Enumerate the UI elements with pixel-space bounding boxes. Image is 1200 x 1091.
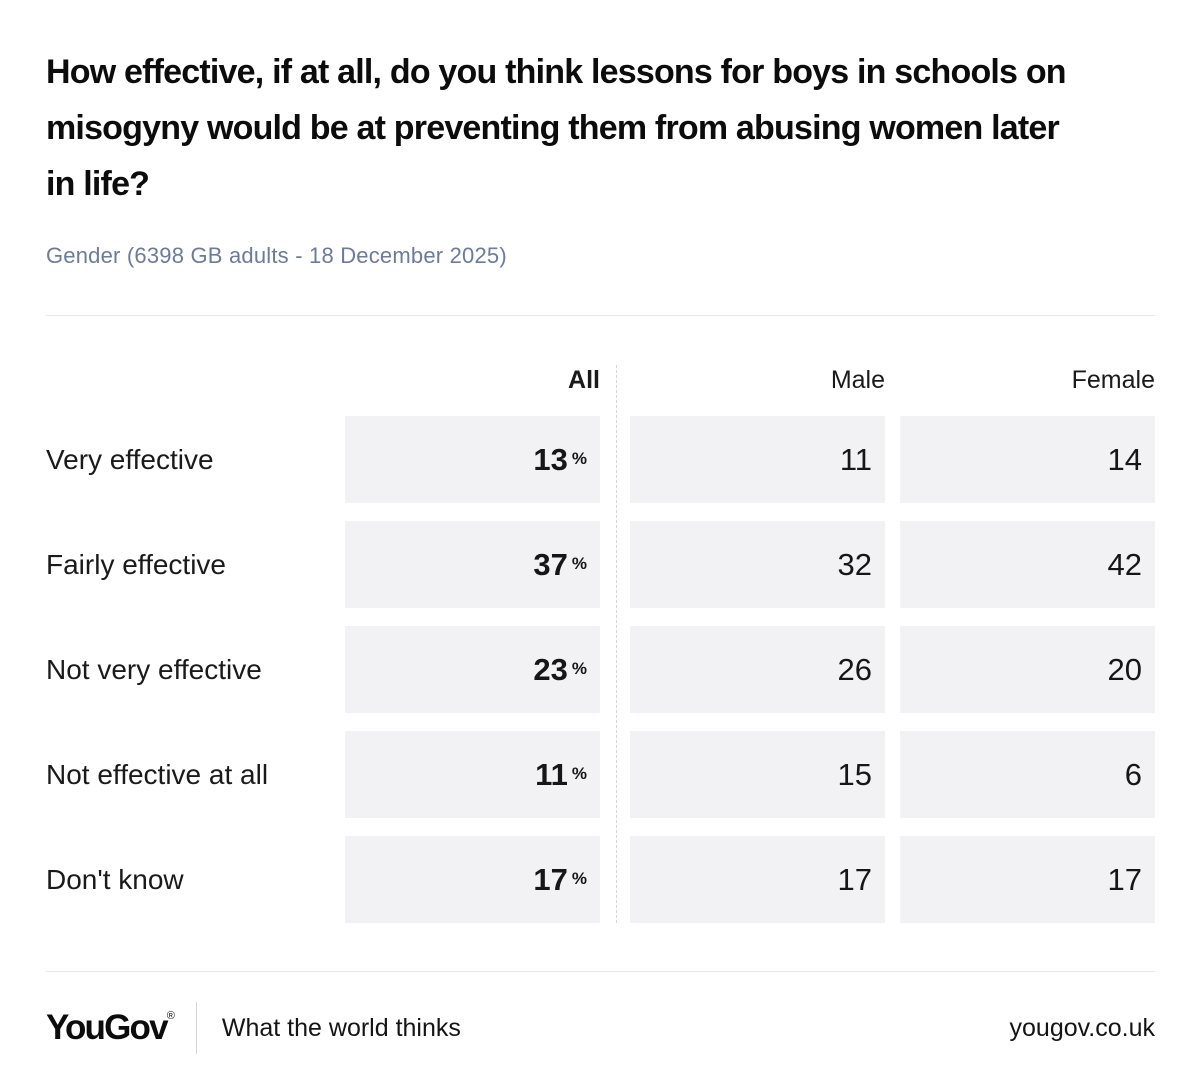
table-row: Fairly effective 37 % 32 42 — [46, 521, 1155, 608]
cell-all: 11 % — [345, 731, 600, 818]
yougov-logo: YouGov® — [46, 1008, 175, 1048]
cell-male: 11 — [630, 416, 885, 503]
row-label: Not very effective — [46, 653, 262, 685]
row-label: Not effective at all — [46, 758, 269, 790]
value-female: 20 — [1107, 651, 1142, 687]
value-all: 11 — [535, 756, 568, 792]
table-row: Very effective 13 % 11 14 — [46, 416, 1155, 503]
cell-all: 23 % — [345, 626, 600, 713]
cell-female: 17 — [900, 836, 1155, 923]
value-female: 17 — [1107, 861, 1142, 897]
cell-all: 17 % — [345, 836, 600, 923]
footer-tagline: What the world thinks — [221, 1013, 461, 1042]
cell-female: 20 — [900, 626, 1155, 713]
footer-vertical-divider — [195, 1002, 197, 1054]
cell-male: 32 — [630, 521, 885, 608]
value-all: 23 — [533, 651, 568, 687]
value-male: 32 — [837, 546, 872, 582]
percent-sign: % — [571, 553, 587, 573]
percent-sign: % — [571, 868, 587, 888]
table-row: Not very effective 23 % 26 20 — [46, 626, 1155, 713]
yougov-logo-text: YouGov — [46, 1008, 169, 1047]
value-male: 15 — [837, 756, 872, 792]
top-divider — [46, 315, 1155, 316]
footer: YouGov® What the world thinks yougov.co.… — [46, 1000, 1155, 1056]
column-header-male: Male — [830, 366, 885, 394]
value-female: 14 — [1107, 441, 1142, 477]
value-male: 17 — [837, 861, 872, 897]
column-header-all: All — [568, 366, 600, 394]
table-header-row: All Male Female — [46, 363, 1155, 395]
percent-sign: % — [571, 448, 587, 468]
percent-sign: % — [571, 658, 587, 678]
value-female: 42 — [1107, 546, 1142, 582]
value-all: 13 — [533, 441, 568, 477]
value-female: 6 — [1124, 756, 1142, 792]
value-all: 17 — [533, 861, 568, 897]
registered-trademark-symbol: ® — [166, 1010, 175, 1022]
cell-male: 15 — [630, 731, 885, 818]
cell-female: 42 — [900, 521, 1155, 608]
row-label: Very effective — [46, 443, 214, 475]
percent-sign: % — [571, 763, 587, 783]
sample-subtitle: Gender (6398 GB adults - 18 December 202… — [46, 243, 507, 268]
cell-female: 6 — [900, 731, 1155, 818]
column-header-female: Female — [1071, 366, 1155, 394]
bottom-divider — [46, 971, 1155, 972]
cell-female: 14 — [900, 416, 1155, 503]
value-all: 37 — [533, 546, 568, 582]
results-table: All Male Female Very effective 13 % 11 1… — [46, 363, 1155, 923]
cell-all: 37 % — [345, 521, 600, 608]
page-title: How effective, if at all, do you think l… — [46, 53, 1067, 203]
footer-website: yougov.co.uk — [1009, 1013, 1155, 1042]
row-label: Fairly effective — [46, 548, 226, 580]
row-label: Don't know — [46, 863, 184, 895]
table-row: Not effective at all 11 % 15 6 — [46, 731, 1155, 818]
value-male: 11 — [839, 441, 872, 477]
cell-male: 26 — [630, 626, 885, 713]
cell-all: 13 % — [345, 416, 600, 503]
table-row: Don't know 17 % 17 17 — [46, 836, 1155, 923]
all-vs-gender-dashed-divider — [616, 365, 617, 923]
cell-male: 17 — [630, 836, 885, 923]
value-male: 26 — [837, 651, 872, 687]
table-rows: Very effective 13 % 11 14 Fairly effecti… — [46, 416, 1155, 923]
